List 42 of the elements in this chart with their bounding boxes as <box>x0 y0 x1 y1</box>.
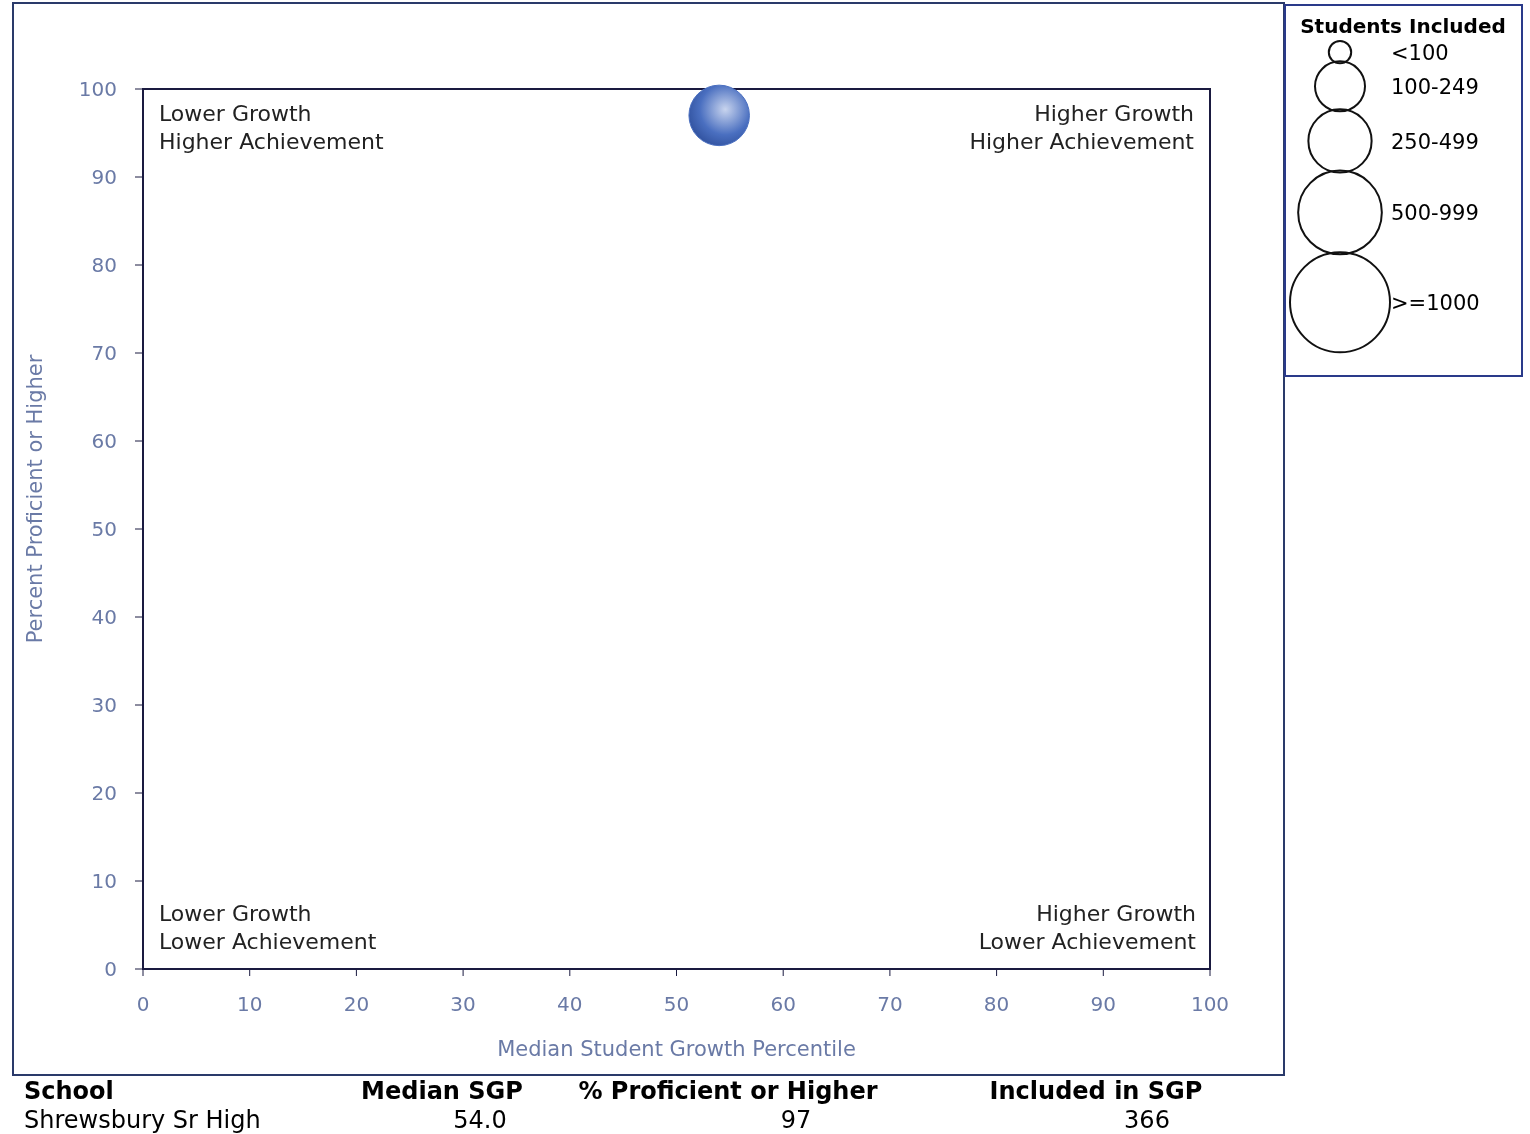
x-axis-title: Median Student Growth Percentile <box>497 1037 856 1061</box>
x-tick-label: 100 <box>1190 992 1230 1016</box>
y-tick-label: 30 <box>91 693 117 717</box>
y-tick-label: 20 <box>91 781 117 805</box>
y-tick-label: 0 <box>104 957 117 981</box>
y-tick-label: 100 <box>78 77 117 101</box>
text: 97 <box>780 1106 812 1134</box>
y-tick-label: 90 <box>91 165 117 189</box>
x-tick-label: 40 <box>557 992 583 1016</box>
x-tick-label: 90 <box>1090 992 1117 1016</box>
x-tick-label: 60 <box>770 992 796 1016</box>
y-tick-label: 40 <box>91 605 117 629</box>
y-tick-label: 70 <box>91 341 117 365</box>
x-tick-label: 10 <box>236 992 263 1016</box>
legend-label: 100-249 <box>1391 75 1479 100</box>
y-axis-title: Percent Proficient or Higher <box>23 354 47 644</box>
legend-label: >=1000 <box>1391 291 1480 316</box>
y-tick-label: 50 <box>91 517 117 541</box>
text: 54.0 <box>453 1106 507 1134</box>
x-tick-label: 30 <box>450 992 476 1016</box>
legend-label: 500-999 <box>1391 201 1479 226</box>
y-tick-label: 60 <box>91 429 117 453</box>
x-tick-label: 0 <box>136 992 150 1016</box>
annotation: Higher Growth Higher Achievement <box>969 101 1195 154</box>
text: Included in SGP <box>989 1077 1203 1105</box>
text: Median SGP <box>361 1077 523 1105</box>
x-tick-label: 70 <box>877 992 903 1016</box>
text: Shrewsbury Sr High <box>24 1106 261 1134</box>
text: % Proficient or Higher <box>578 1077 878 1105</box>
y-tick-label: 80 <box>91 253 117 277</box>
annotation: Lower Growth Lower Achievement <box>159 901 377 954</box>
x-tick-label: 50 <box>663 992 690 1016</box>
x-tick-label: 80 <box>983 992 1010 1016</box>
annotation: Lower Growth Higher Achievement <box>159 101 384 154</box>
x-tick-label: 20 <box>343 992 370 1016</box>
text: School <box>24 1077 114 1105</box>
annotation: Higher Growth Lower Achievement <box>978 901 1197 954</box>
y-tick-label: 10 <box>91 869 117 893</box>
text: 366 <box>1124 1106 1170 1134</box>
legend-label: <100 <box>1391 41 1449 66</box>
legend-label: 250-499 <box>1391 129 1479 154</box>
legend-title: Students Included <box>1300 14 1506 38</box>
